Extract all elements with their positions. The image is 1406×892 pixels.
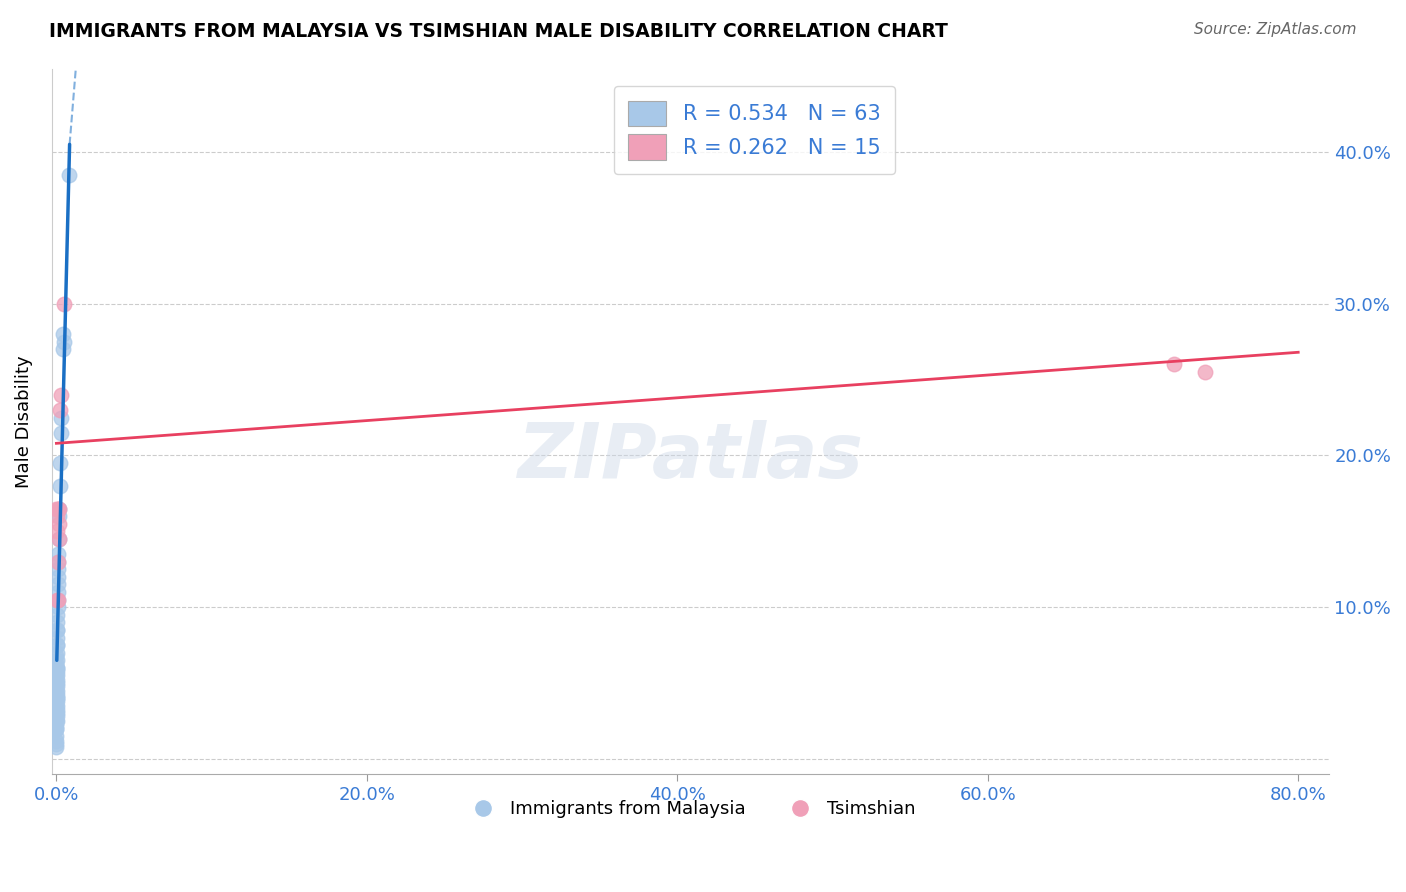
Legend: Immigrants from Malaysia, Tsimshian: Immigrants from Malaysia, Tsimshian <box>458 793 922 825</box>
Point <box>46 509 69 524</box>
Point <box>45 668 67 682</box>
Point <box>45 714 67 728</box>
Point <box>48 516 70 531</box>
Point <box>45 737 67 751</box>
Point <box>45 733 67 747</box>
Point <box>45 592 67 607</box>
Point <box>48 532 70 546</box>
Point <box>45 676 67 690</box>
Point <box>52 327 75 342</box>
Point <box>45 501 67 516</box>
Point <box>46 592 69 607</box>
Point <box>58 168 80 182</box>
Point <box>46 585 69 599</box>
Point <box>45 691 67 706</box>
Text: ZIPatlas: ZIPatlas <box>517 419 863 493</box>
Point <box>45 668 67 682</box>
Point <box>48 555 70 569</box>
Point <box>45 648 67 663</box>
Point <box>46 661 69 675</box>
Point <box>45 676 67 690</box>
Point <box>49 403 72 417</box>
Point <box>46 577 69 591</box>
Point <box>45 718 67 732</box>
Point <box>45 714 67 728</box>
Point <box>53 334 76 349</box>
Point <box>48 479 70 493</box>
Point <box>45 683 67 698</box>
Point <box>46 623 69 637</box>
Point <box>48 532 70 546</box>
Point <box>48 509 70 524</box>
Point <box>51 410 73 425</box>
Point <box>45 691 67 706</box>
Point <box>45 709 67 723</box>
Point <box>48 547 70 561</box>
Point <box>1194 365 1216 379</box>
Y-axis label: Male Disability: Male Disability <box>15 355 32 488</box>
Point <box>52 343 75 357</box>
Point <box>45 703 67 717</box>
Point <box>45 524 67 539</box>
Point <box>45 706 67 721</box>
Point <box>46 570 69 584</box>
Point <box>45 657 67 671</box>
Point <box>46 562 69 576</box>
Point <box>45 683 67 698</box>
Point <box>46 638 69 652</box>
Point <box>48 501 70 516</box>
Point <box>45 706 67 721</box>
Point <box>45 722 67 736</box>
Point <box>48 456 70 470</box>
Point <box>46 653 69 667</box>
Point <box>49 388 72 402</box>
Point <box>45 698 67 713</box>
Point <box>45 722 67 736</box>
Point <box>46 607 69 622</box>
Point <box>45 729 67 743</box>
Text: Source: ZipAtlas.com: Source: ZipAtlas.com <box>1194 22 1357 37</box>
Point <box>46 600 69 615</box>
Point <box>46 615 69 630</box>
Point <box>48 501 70 516</box>
Point <box>46 623 69 637</box>
Point <box>46 501 69 516</box>
Point <box>45 694 67 708</box>
Point <box>45 673 67 687</box>
Point <box>46 646 69 660</box>
Point <box>45 664 67 678</box>
Point <box>53 296 76 310</box>
Point <box>45 688 67 702</box>
Point <box>46 638 69 652</box>
Point <box>45 739 67 754</box>
Point <box>1163 358 1185 372</box>
Point <box>46 555 69 569</box>
Point <box>49 425 72 440</box>
Point <box>46 631 69 645</box>
Point <box>46 592 69 607</box>
Point <box>45 691 67 706</box>
Point <box>45 664 67 678</box>
Text: IMMIGRANTS FROM MALAYSIA VS TSIMSHIAN MALE DISABILITY CORRELATION CHART: IMMIGRANTS FROM MALAYSIA VS TSIMSHIAN MA… <box>49 22 948 41</box>
Point <box>45 698 67 713</box>
Point <box>45 679 67 693</box>
Point <box>45 714 67 728</box>
Point <box>45 661 67 675</box>
